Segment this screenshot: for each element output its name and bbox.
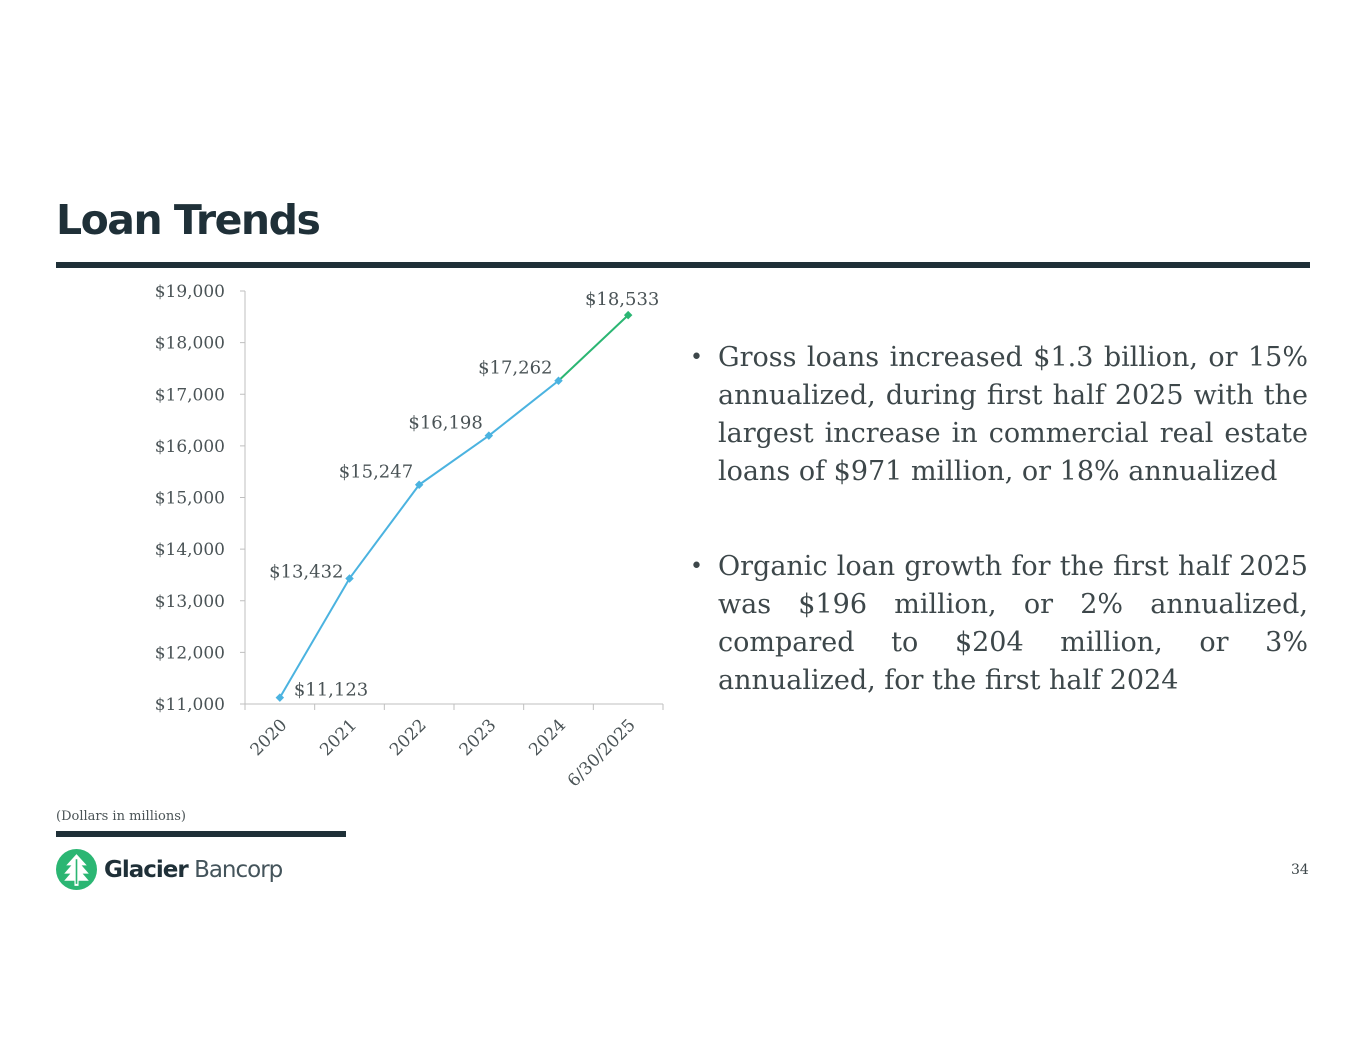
x-tick-label: 6/30/2025 [564, 715, 640, 791]
loan-series [275, 310, 633, 702]
series-segment [278, 577, 351, 699]
company-logo: Glacier Bancorp [56, 849, 283, 890]
y-tick-label: $15,000 [155, 489, 225, 509]
page-number: 34 [1291, 862, 1309, 878]
data-label: $11,123 [294, 680, 368, 701]
bullet-item: • Organic loan growth for the first half… [690, 548, 1308, 700]
data-label: $18,533 [585, 289, 659, 310]
data-label: $13,432 [269, 561, 343, 582]
y-tick-label: $16,000 [155, 437, 225, 457]
y-tick-label: $12,000 [155, 643, 225, 663]
loan-trend-chart: $11,000 $12,000 $13,000 $14,000 $15,000 $16,0… [155, 282, 664, 791]
pine-tree-icon [56, 849, 97, 890]
bullet-dot: • [690, 345, 703, 370]
y-axis: $11,000 $12,000 $13,000 $14,000 $15,000 $16,0… [155, 282, 246, 715]
series-segment [557, 314, 629, 382]
y-tick-label: $13,000 [155, 592, 225, 612]
bullet-dot: • [690, 554, 703, 579]
data-label: $15,247 [339, 462, 413, 483]
x-tick-label: 2021 [316, 715, 361, 760]
data-point [275, 693, 285, 702]
bullet-text: Gross loans increased $1.3 billion, or 1… [718, 342, 1308, 487]
bullet-text: Organic loan growth for the first half 2… [718, 551, 1308, 696]
x-tick-label: 2022 [386, 715, 431, 760]
logo-name-bold: Glacier [104, 856, 189, 883]
x-tick-label: 2020 [247, 715, 292, 760]
title-divider [56, 262, 1310, 268]
data-point [623, 310, 633, 320]
x-tick-label: 2023 [456, 715, 501, 760]
x-tick-label: 2024 [525, 715, 570, 760]
y-tick-label: $11,000 [155, 695, 225, 715]
data-labels: $11,123 $13,432 $15,247 $16,198 $17,262 $18,5… [269, 289, 659, 701]
data-point [414, 480, 424, 489]
footnote: (Dollars in millions) [56, 809, 186, 824]
y-tick-label: $18,000 [155, 334, 225, 354]
data-point [554, 376, 563, 385]
data-point [345, 574, 354, 583]
data-label: $16,198 [408, 413, 482, 434]
y-tick-label: $14,000 [155, 540, 225, 560]
data-point [484, 431, 494, 440]
series-segment [348, 484, 420, 580]
logo-wordmark: Glacier Bancorp [104, 856, 283, 883]
series-segment [418, 434, 490, 486]
series-segment [488, 379, 560, 437]
bullet-list: • Gross loans increased $1.3 billion, or… [690, 339, 1308, 700]
footer-divider [56, 831, 346, 837]
logo-name-light: Bancorp [194, 856, 283, 883]
page-title: Loan Trends [56, 196, 321, 244]
y-tick-label: $19,000 [155, 282, 225, 302]
bullet-item: • Gross loans increased $1.3 billion, or… [690, 339, 1308, 491]
data-label: $17,262 [478, 358, 552, 379]
y-tick-label: $17,000 [155, 385, 225, 405]
